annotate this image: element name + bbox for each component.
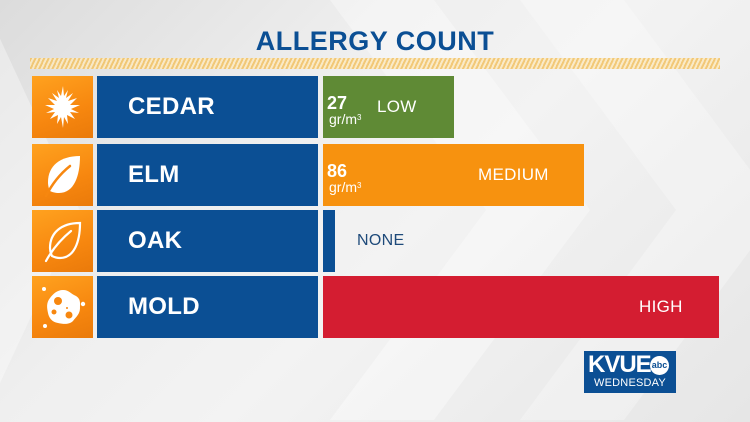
leaf-filled-icon — [32, 144, 93, 206]
allergen-bar: 27 gr/m3 LOW — [323, 76, 454, 138]
chart-title: ALLERGY COUNT — [255, 26, 495, 56]
level-label: LOW — [377, 97, 417, 116]
allergen-label: CEDAR — [97, 76, 318, 138]
cedar-branch-icon — [32, 76, 93, 138]
allergen-row-cedar: CEDAR 27 gr/m3 LOW — [0, 76, 750, 138]
pollen-count-value: 27 — [327, 93, 348, 113]
allergen-label: ELM — [97, 144, 318, 206]
allergen-name: CEDAR — [128, 93, 215, 120]
allergen-row-elm: ELM 86 gr/m3 MEDIUM — [0, 144, 750, 206]
logo-subtitle: WEDNESDAY — [594, 377, 666, 389]
allergen-label: OAK — [97, 210, 318, 272]
allergen-bar: HIGH — [323, 276, 719, 338]
allergen-row-mold: MOLD HIGH — [0, 276, 750, 338]
level-label: MEDIUM — [478, 165, 549, 184]
allergen-row-oak: OAK NONE — [0, 210, 750, 272]
allergen-name: MOLD — [128, 293, 200, 320]
level-label: HIGH — [639, 297, 683, 316]
allergen-label: MOLD — [97, 276, 318, 338]
kvue-logo: KVUE abc WEDNESDAY — [584, 351, 676, 393]
pollen-count-unit: gr/m3 — [329, 179, 362, 195]
allergen-name: OAK — [128, 227, 183, 254]
allergen-name: ELM — [128, 161, 180, 188]
leaf-outline-icon — [32, 210, 93, 272]
mold-spore-icon — [32, 276, 93, 338]
abc-network-icon: abc — [650, 356, 669, 375]
allergen-bar: 86 gr/m3 MEDIUM — [323, 144, 584, 206]
title-divider-stripe — [30, 58, 720, 69]
pollen-count-value: 86 — [327, 161, 348, 181]
level-label: NONE — [357, 232, 405, 249]
pollen-count-unit: gr/m3 — [329, 111, 362, 127]
allergen-bar — [323, 210, 335, 272]
logo-station: KVUE — [588, 351, 652, 378]
